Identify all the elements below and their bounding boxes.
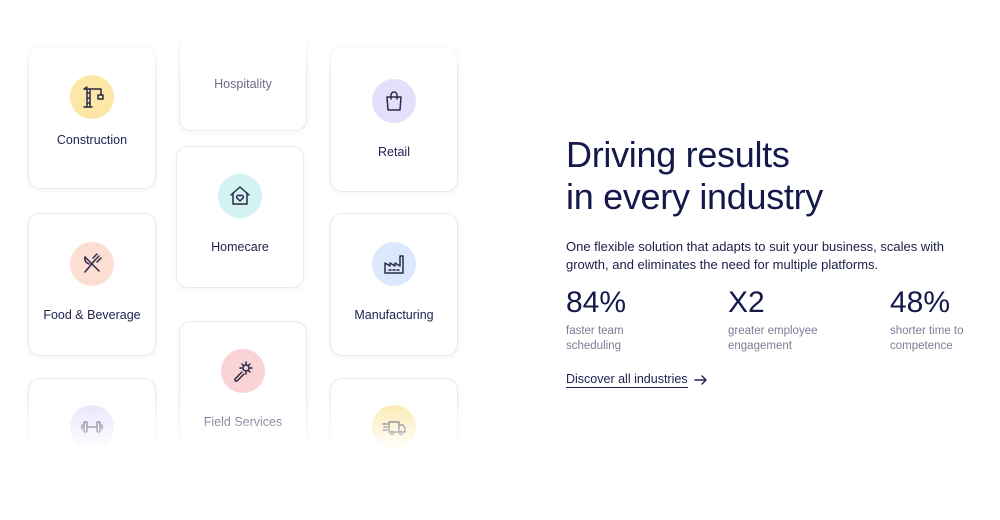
industry-label: Food & Beverage xyxy=(43,308,141,322)
wrench-gear-icon xyxy=(221,349,265,393)
industry-label: Homecare xyxy=(211,240,269,254)
stat-value: X2 xyxy=(728,286,765,319)
industry-card-food-beverage[interactable]: Food & Beverage xyxy=(28,213,156,356)
factory-icon xyxy=(372,242,416,286)
stat-item: X2 greater employee engagement xyxy=(728,286,838,354)
industry-card-retail[interactable]: Retail xyxy=(330,46,458,192)
shopping-bag-icon xyxy=(372,79,416,123)
industry-card-homecare[interactable]: Homecare xyxy=(176,146,304,288)
industry-label: Field Services xyxy=(203,415,283,429)
stat-value: 48% xyxy=(890,286,951,319)
arrow-right-icon xyxy=(693,375,707,385)
house-heart-icon xyxy=(218,174,262,218)
industry-grid: Construction Food & Beverage Hospitality… xyxy=(0,0,480,520)
page-title: Driving results in every industry xyxy=(566,134,966,218)
industry-card-hospitality[interactable]: Hospitality xyxy=(179,0,307,131)
industry-card-logistics[interactable] xyxy=(330,378,458,520)
industry-label: Construction xyxy=(56,133,128,147)
stat-item: 84% faster team scheduling xyxy=(566,286,676,354)
discover-industries-link[interactable]: Discover all industries xyxy=(566,372,708,388)
hero-content: Driving results in every industry One fl… xyxy=(566,134,966,388)
industry-card-fitness[interactable] xyxy=(28,378,156,520)
stat-item: 48% shorter time to competence xyxy=(890,286,1000,354)
industry-card-construction[interactable]: Construction xyxy=(28,46,156,189)
industry-label: Retail xyxy=(378,145,410,159)
title-line-1: Driving results xyxy=(566,134,790,175)
industry-card-manufacturing[interactable]: Manufacturing xyxy=(330,213,458,356)
industry-label: Hospitality xyxy=(214,77,272,91)
crane-icon xyxy=(70,75,114,119)
stat-label: faster team scheduling xyxy=(566,325,624,352)
fork-knife-icon xyxy=(70,242,114,286)
stat-value: 84% xyxy=(566,286,627,319)
title-line-2: in every industry xyxy=(566,176,824,217)
dumbbell-icon xyxy=(70,405,114,449)
industry-card-field-services[interactable]: Field Services xyxy=(179,321,307,520)
discover-link-label: Discover all industries xyxy=(566,372,688,388)
industry-label: Manufacturing xyxy=(354,308,434,322)
hero-description: One flexible solution that adapts to sui… xyxy=(566,239,944,272)
stat-label: shorter time to competence xyxy=(890,325,964,352)
stat-label: greater employee engagement xyxy=(728,325,818,352)
delivery-truck-icon xyxy=(372,405,416,449)
